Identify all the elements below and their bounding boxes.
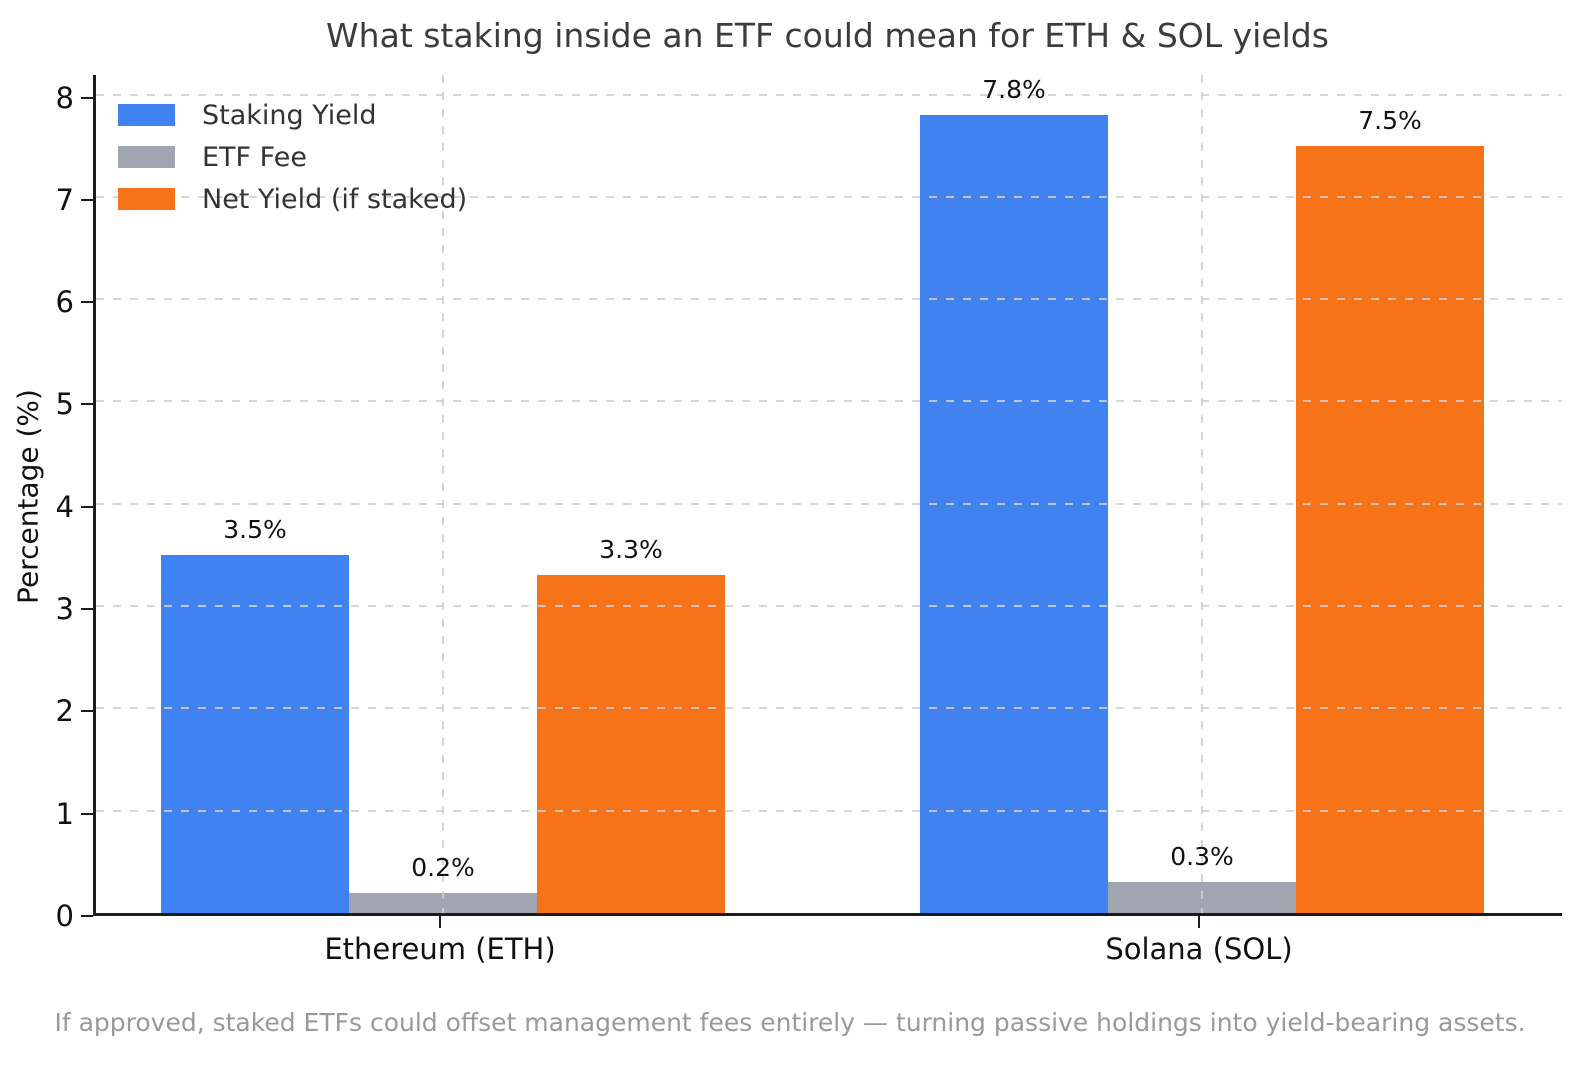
x-tick-mark [1198,916,1200,928]
gridline-horizontal [96,502,1562,505]
bar [537,575,725,913]
y-tick-label: 0 [55,899,74,933]
bar [1296,145,1484,913]
bar-value-label: 3.5% [223,514,287,544]
y-tick-mark [81,96,93,99]
y-tick-mark [81,198,93,201]
y-tick-mark [81,608,93,611]
gridline-horizontal [96,195,1562,198]
gridline-vertical [1201,75,1203,913]
bar-value-label: 7.5% [1358,105,1422,135]
gridline-horizontal [96,707,1562,710]
legend-item: ETF Fee [118,136,467,178]
value-labels-layer: 3.5% 0.2% 3.3% 7.8% 0.3% 7.5% [96,75,1562,913]
legend-item: Staking Yield [118,94,467,136]
bar-value-label: 0.2% [411,852,475,882]
bar [920,114,1108,913]
y-axis-label: Percentage (%) [11,389,45,604]
y-tick-label: 3 [55,592,74,627]
caption-note: If approved, staked ETFs could offset ma… [54,1008,1526,1037]
legend-label: ETF Fee [202,141,307,173]
y-tick-label: 2 [55,694,74,729]
gridline-vertical [442,75,444,913]
chart-title: What staking inside an ETF could mean fo… [326,16,1329,55]
grid-layer [96,75,1562,913]
y-tick-mark [81,403,93,406]
bar-value-label: 0.3% [1170,842,1234,872]
legend-label: Net Yield (if staked) [202,183,468,215]
y-tick-label: 5 [55,387,74,422]
bar [161,554,349,913]
gridline-horizontal [96,809,1562,812]
gridline-horizontal [96,298,1562,301]
legend: Staking Yield ETF Fee Net Yield (if staked… [118,94,467,220]
y-tick-label: 7 [55,182,74,217]
legend-swatch-staking_yield [118,104,175,126]
bar-value-label: 3.3% [599,535,663,565]
legend-item: Net Yield (if staked) [118,178,467,220]
bar-value-label: 7.8% [982,74,1046,104]
legend-label: Staking Yield [202,99,377,131]
gridline-horizontal [96,93,1562,96]
y-tick-label: 1 [55,796,74,831]
y-tick-label: 4 [55,489,74,524]
legend-swatch-etf_fee [118,146,175,168]
gridline-horizontal [96,400,1562,403]
plot-area: 3.5% 0.2% 3.3% 7.8% 0.3% 7.5% Staking Yield ET… [93,75,1562,916]
legend-swatch-net_yield [118,188,175,210]
x-tick-label: Ethereum (ETH) [324,932,556,966]
y-tick-mark [81,915,93,917]
y-tick-label: 8 [55,80,74,115]
x-tick-mark [439,916,441,928]
gridline-horizontal [96,605,1562,608]
x-tick-label: Solana (SOL) [1105,932,1293,966]
y-tick-mark [81,710,93,713]
y-tick-mark [81,505,93,508]
y-tick-mark [81,301,93,304]
y-tick-label: 6 [55,285,74,320]
y-tick-mark [81,812,93,815]
